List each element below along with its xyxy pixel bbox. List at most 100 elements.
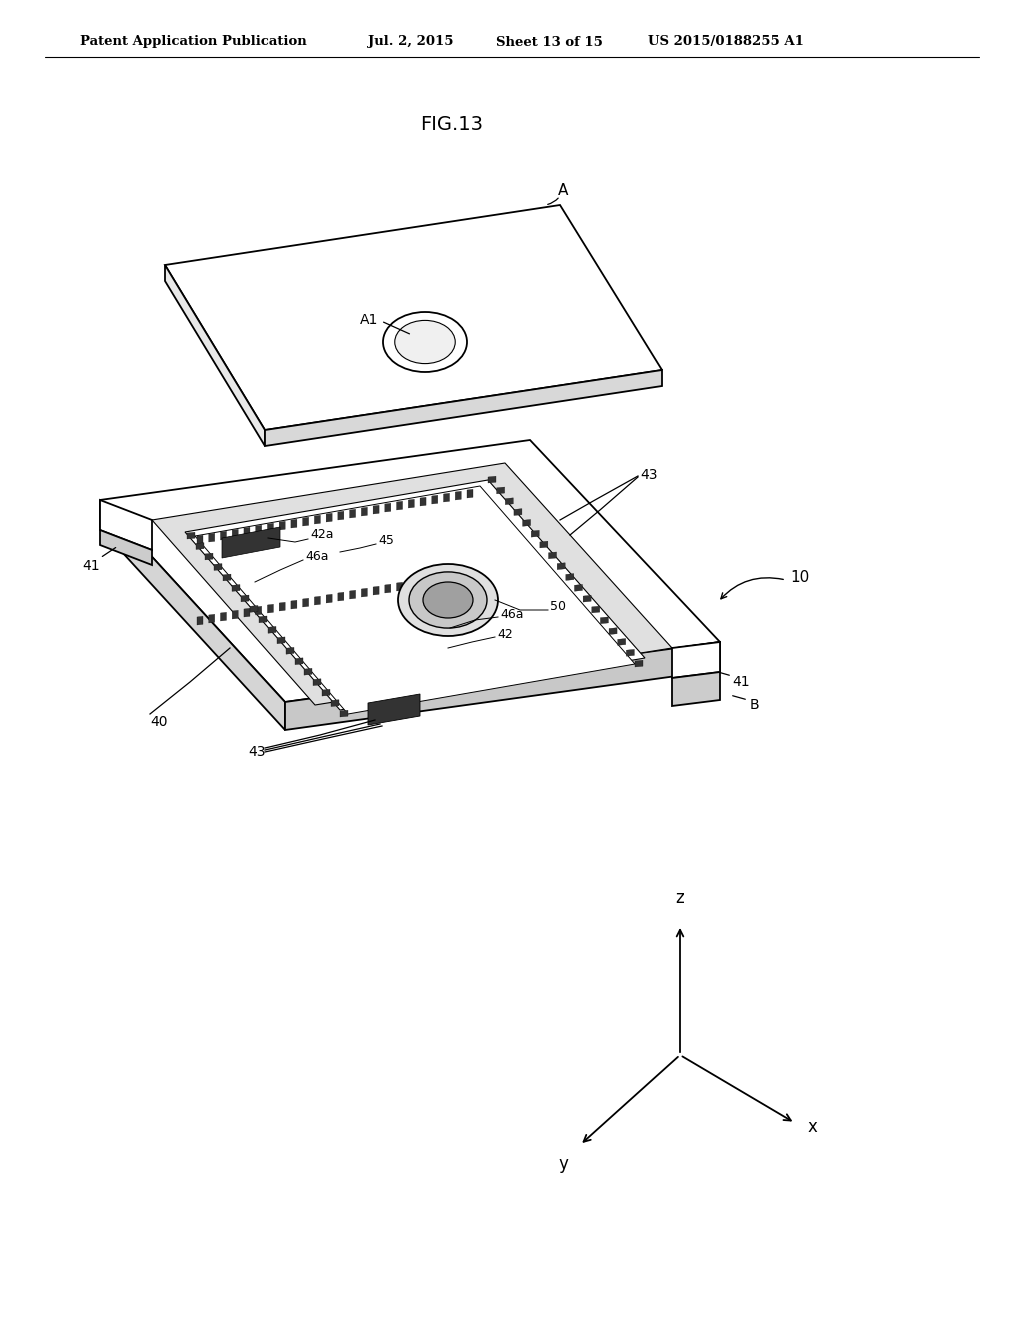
Polygon shape [467,570,473,579]
Text: 41: 41 [82,558,99,573]
Text: 50: 50 [550,601,566,614]
Polygon shape [291,519,297,528]
Polygon shape [100,531,152,565]
Polygon shape [267,523,273,532]
Text: 40: 40 [150,715,168,729]
Text: 10: 10 [790,570,809,586]
Ellipse shape [398,564,498,636]
Polygon shape [338,593,344,601]
Polygon shape [443,574,450,583]
Polygon shape [280,602,285,611]
Polygon shape [522,520,530,527]
Ellipse shape [383,312,467,372]
Text: 46a: 46a [305,550,329,564]
Polygon shape [220,531,226,540]
Text: 42: 42 [497,627,513,640]
Text: Jul. 2, 2015: Jul. 2, 2015 [368,36,454,49]
Polygon shape [197,536,203,544]
Polygon shape [326,513,332,521]
Polygon shape [497,487,505,494]
Polygon shape [409,499,415,508]
Polygon shape [265,370,662,446]
Polygon shape [100,500,152,550]
Polygon shape [456,573,461,581]
Polygon shape [409,581,415,589]
Polygon shape [304,668,312,675]
Text: x: x [808,1118,818,1137]
Polygon shape [165,205,662,430]
Polygon shape [396,502,402,510]
Polygon shape [349,510,355,517]
Text: A1: A1 [360,313,379,327]
Polygon shape [232,529,239,539]
Polygon shape [583,595,591,602]
Polygon shape [368,694,420,725]
Polygon shape [250,606,258,612]
Polygon shape [100,440,720,702]
Polygon shape [331,700,339,706]
Polygon shape [244,527,250,536]
Polygon shape [566,574,573,581]
Polygon shape [100,500,285,730]
Text: A: A [558,183,568,198]
Polygon shape [672,642,720,678]
Polygon shape [326,594,332,603]
Polygon shape [232,610,239,619]
Polygon shape [338,511,344,520]
Polygon shape [267,605,273,612]
Polygon shape [232,585,240,591]
Polygon shape [322,689,330,696]
Text: B: B [750,698,760,711]
Polygon shape [432,495,438,504]
Polygon shape [303,598,308,607]
Polygon shape [196,543,204,549]
Polygon shape [373,586,379,595]
Text: 43: 43 [640,469,657,482]
Polygon shape [467,490,473,498]
Polygon shape [617,639,626,645]
Polygon shape [185,480,645,710]
Polygon shape [256,606,262,615]
Text: 41: 41 [732,675,750,689]
Polygon shape [280,521,285,531]
Polygon shape [361,507,368,516]
Polygon shape [592,606,600,612]
Polygon shape [209,614,215,623]
Text: z: z [676,888,684,907]
Polygon shape [432,577,438,585]
Text: FIG.13: FIG.13 [420,116,483,135]
Polygon shape [295,657,303,665]
Polygon shape [259,616,267,623]
Polygon shape [600,616,608,624]
Polygon shape [635,660,643,667]
Polygon shape [627,649,634,656]
Polygon shape [222,527,280,558]
Polygon shape [549,552,556,558]
Ellipse shape [395,321,456,363]
Ellipse shape [409,572,487,628]
Polygon shape [165,265,265,446]
Polygon shape [574,585,583,591]
Polygon shape [152,463,672,705]
Polygon shape [291,601,297,609]
Polygon shape [314,597,321,605]
Text: US 2015/0188255 A1: US 2015/0188255 A1 [648,36,804,49]
Polygon shape [187,532,195,539]
Text: 42a: 42a [310,528,334,541]
Polygon shape [195,486,635,714]
Polygon shape [531,531,540,537]
Polygon shape [505,498,513,504]
Polygon shape [443,494,450,502]
Polygon shape [197,616,203,624]
Polygon shape [285,642,720,730]
Polygon shape [672,672,720,706]
Text: y: y [558,1155,568,1173]
Polygon shape [244,609,250,616]
Polygon shape [214,564,222,570]
Polygon shape [313,678,321,685]
Polygon shape [361,589,368,597]
Polygon shape [220,612,226,620]
Polygon shape [286,647,294,655]
Polygon shape [488,477,496,483]
Polygon shape [385,585,391,593]
